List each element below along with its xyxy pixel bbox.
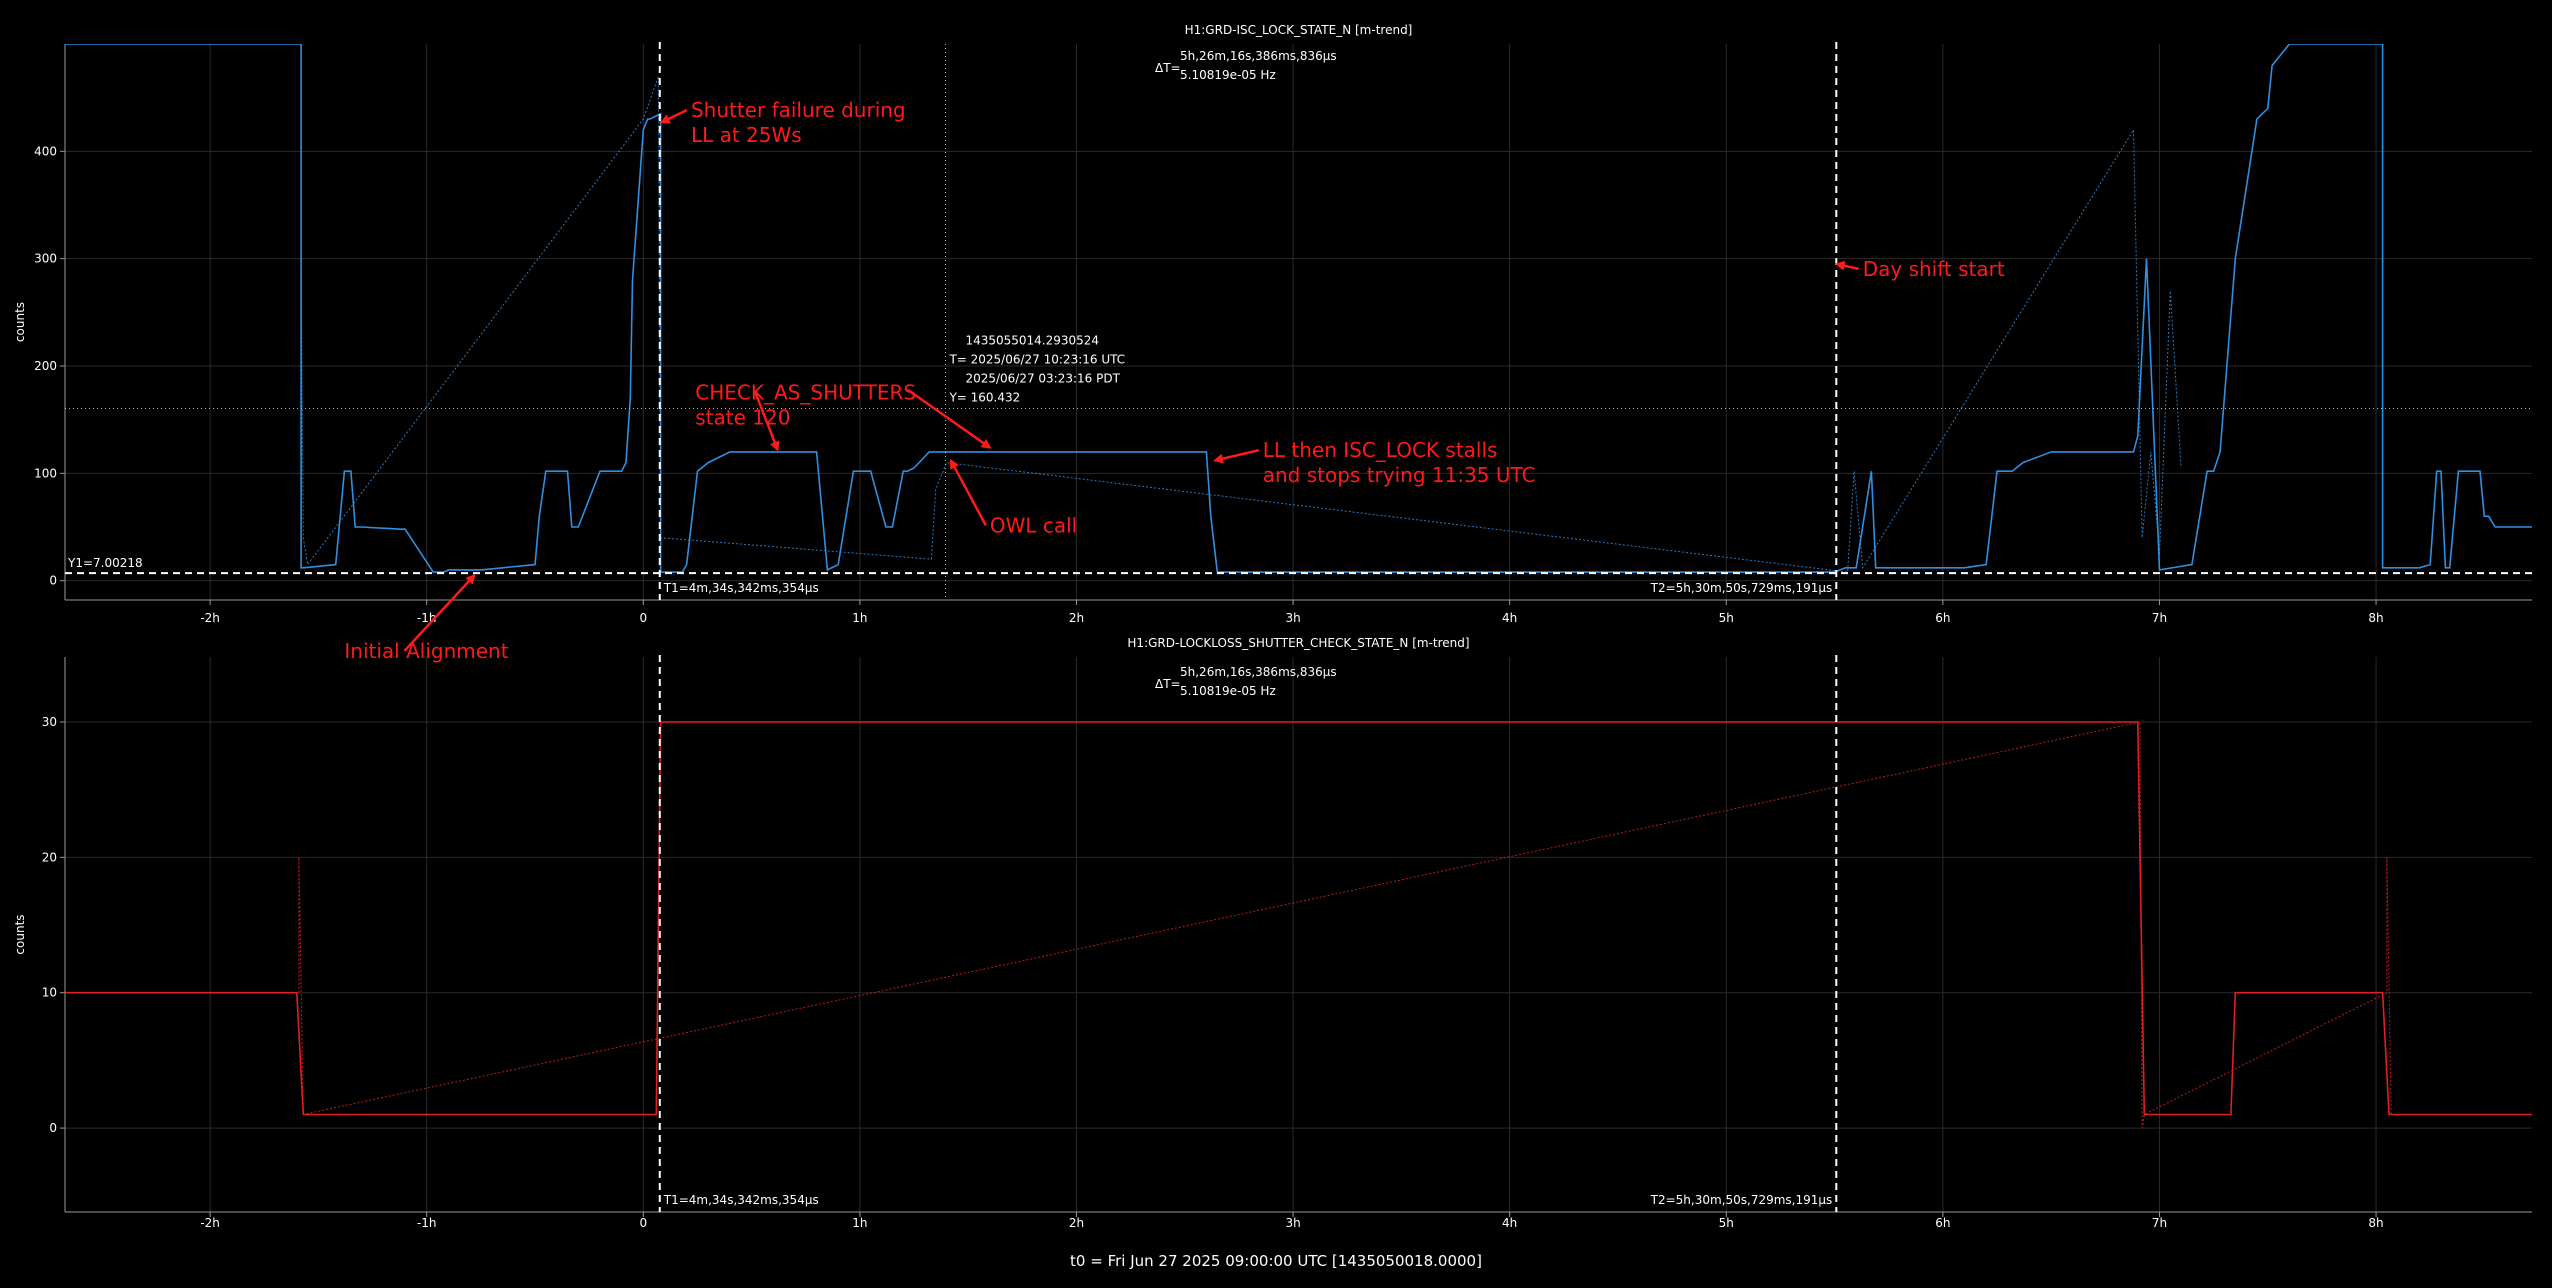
cursor-t1-label: T1=4m,34s,342ms,354µs <box>663 581 819 595</box>
x-tick-label: 1h <box>852 1216 867 1230</box>
x-tick-label: 3h <box>1285 611 1300 625</box>
delta-t-frequency: 5.10819e-05 Hz <box>1180 684 1276 698</box>
trace-mean-line <box>65 44 2532 573</box>
trace-minmax-line <box>300 76 2182 573</box>
x-tick-label: 7h <box>2152 1216 2167 1230</box>
annotation-text: OWL call <box>990 513 1077 537</box>
y-tick-label: 300 <box>34 252 57 266</box>
crosshair-gps-label: 1435055014.2930524 <box>965 333 1099 347</box>
y-tick-label: 100 <box>34 466 57 480</box>
crosshair-y-label: Y= 160.432 <box>948 390 1020 404</box>
annotation-arrow <box>1834 260 1859 271</box>
annotation-arrow <box>403 573 476 652</box>
crosshair-utc-label: T= 2025/06/27 10:23:16 UTC <box>948 352 1125 366</box>
x-tick-label: -2h <box>200 611 220 625</box>
x-tick-label: 6h <box>1935 1216 1950 1230</box>
x-tick-label: 1h <box>852 611 867 625</box>
time-reference-footer: t0 = Fri Jun 27 2025 09:00:00 UTC [14350… <box>1070 1252 1482 1270</box>
x-tick-label: 7h <box>2152 611 2167 625</box>
x-tick-label: 5h <box>1719 1216 1734 1230</box>
annotation-text: state 120 <box>695 405 790 429</box>
bottom-plot-panel[interactable]: -2h -1h 0 1h 2h 3h 4h 5h 6h 7h 8h 0 10 20 30 H1:GRD-LOC… <box>13 636 2532 1230</box>
x-tick-label: 0 <box>639 1216 647 1230</box>
y-tick-label: 200 <box>34 359 57 373</box>
y-tick-label: 0 <box>49 1121 57 1135</box>
annotation-text: and stops trying 11:35 UTC <box>1263 463 1536 487</box>
y-tick-label: 10 <box>42 986 57 1000</box>
x-tick-label: 3h <box>1285 1216 1300 1230</box>
y-tick-label: 30 <box>42 715 57 729</box>
x-tick-label: 5h <box>1719 611 1734 625</box>
x-tick-label: -2h <box>200 1216 220 1230</box>
y-axis-label: counts <box>13 302 27 342</box>
trace-mean-line <box>65 721 2532 1116</box>
delta-t-frequency: 5.10819e-05 Hz <box>1180 68 1276 82</box>
y-tick-label: 0 <box>49 574 57 588</box>
x-tick-label: 0 <box>639 611 647 625</box>
annotation-arrow <box>754 391 780 452</box>
y-tick-label: 400 <box>34 144 57 158</box>
delta-t-label: ΔT= <box>1155 677 1181 691</box>
top-plot-panel[interactable]: -2h -1h 0 1h 2h 3h 4h 5h 6h 7h 8h0100200300400H1:G… <box>13 23 2532 663</box>
plot-title: H1:GRD-LOCKLOSS_SHUTTER_CHECK_STATE_N [m… <box>1127 636 1469 650</box>
x-tick-label: 8h <box>2368 611 2383 625</box>
cursor-t1-label: T1=4m,34s,342ms,354µs <box>663 1193 819 1207</box>
x-tick-label: 4h <box>1502 611 1517 625</box>
annotation-arrow <box>659 108 688 124</box>
annotation-text: CHECK_AS_SHUTTERS <box>695 380 916 404</box>
delta-t-value: 5h,26m,16s,386ms,836µs <box>1180 49 1337 63</box>
x-tick-label: 4h <box>1502 1216 1517 1230</box>
y-tick-label: 20 <box>42 850 57 864</box>
delta-t-label: ΔT= <box>1155 61 1181 75</box>
delta-t-value: 5h,26m,16s,386ms,836µs <box>1180 665 1337 679</box>
crosshair-pdt-label: 2025/06/27 03:23:16 PDT <box>965 371 1120 385</box>
plot-title: H1:GRD-ISC_LOCK_STATE_N [m-trend] <box>1185 23 1413 37</box>
x-tick-label: 8h <box>2368 1216 2383 1230</box>
trace-group <box>65 44 2532 573</box>
trace-group <box>65 721 2532 1129</box>
annotation-text: LL at 25Ws <box>691 123 802 147</box>
annotation-arrow <box>1213 449 1260 464</box>
annotation-text: Day shift start <box>1863 257 2005 281</box>
x-tick-label: -1h <box>417 1216 437 1230</box>
cursor-t2-label: T2=5h,30m,50s,729ms,191µs <box>1650 1193 1833 1207</box>
annotation-text: LL then ISC_LOCK stalls <box>1263 438 1498 462</box>
x-tick-label: 2h <box>1069 611 1084 625</box>
annotation-arrow <box>906 388 992 449</box>
x-tick-label: 6h <box>1935 611 1950 625</box>
cursor-t2-label: T2=5h,30m,50s,729ms,191µs <box>1650 581 1833 595</box>
trace-minmax-line <box>298 721 2392 1129</box>
x-tick-label: 2h <box>1069 1216 1084 1230</box>
y-axis-label: counts <box>13 914 27 954</box>
annotation-text: Shutter failure during <box>691 98 906 122</box>
cursor-y1-label: Y1=7.00218 <box>67 556 143 570</box>
annotation-arrow <box>949 458 987 526</box>
